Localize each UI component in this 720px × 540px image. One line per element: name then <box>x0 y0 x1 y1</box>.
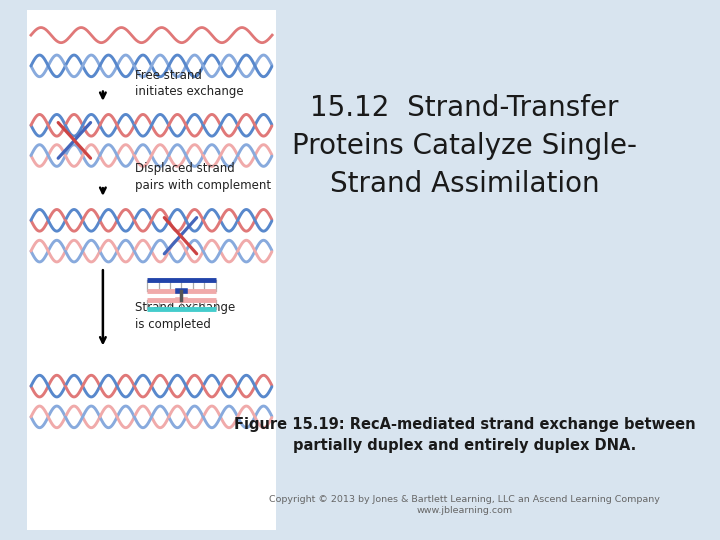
Text: Free strand
initiates exchange: Free strand initiates exchange <box>135 69 244 98</box>
Text: Figure 15.19: RecA-mediated strand exchange between
partially duplex and entirel: Figure 15.19: RecA-mediated strand excha… <box>233 417 696 453</box>
Text: Copyright © 2013 by Jones & Bartlett Learning, LLC an Ascend Learning Company
ww: Copyright © 2013 by Jones & Bartlett Lea… <box>269 495 660 515</box>
Bar <box>27 10 276 530</box>
Text: Strand exchange
is completed: Strand exchange is completed <box>135 301 235 330</box>
Text: 15.12  Strand-Transfer
Proteins Catalyze Single-
Strand Assimilation: 15.12 Strand-Transfer Proteins Catalyze … <box>292 94 637 198</box>
Text: Displaced strand
pairs with complement: Displaced strand pairs with complement <box>135 163 271 192</box>
